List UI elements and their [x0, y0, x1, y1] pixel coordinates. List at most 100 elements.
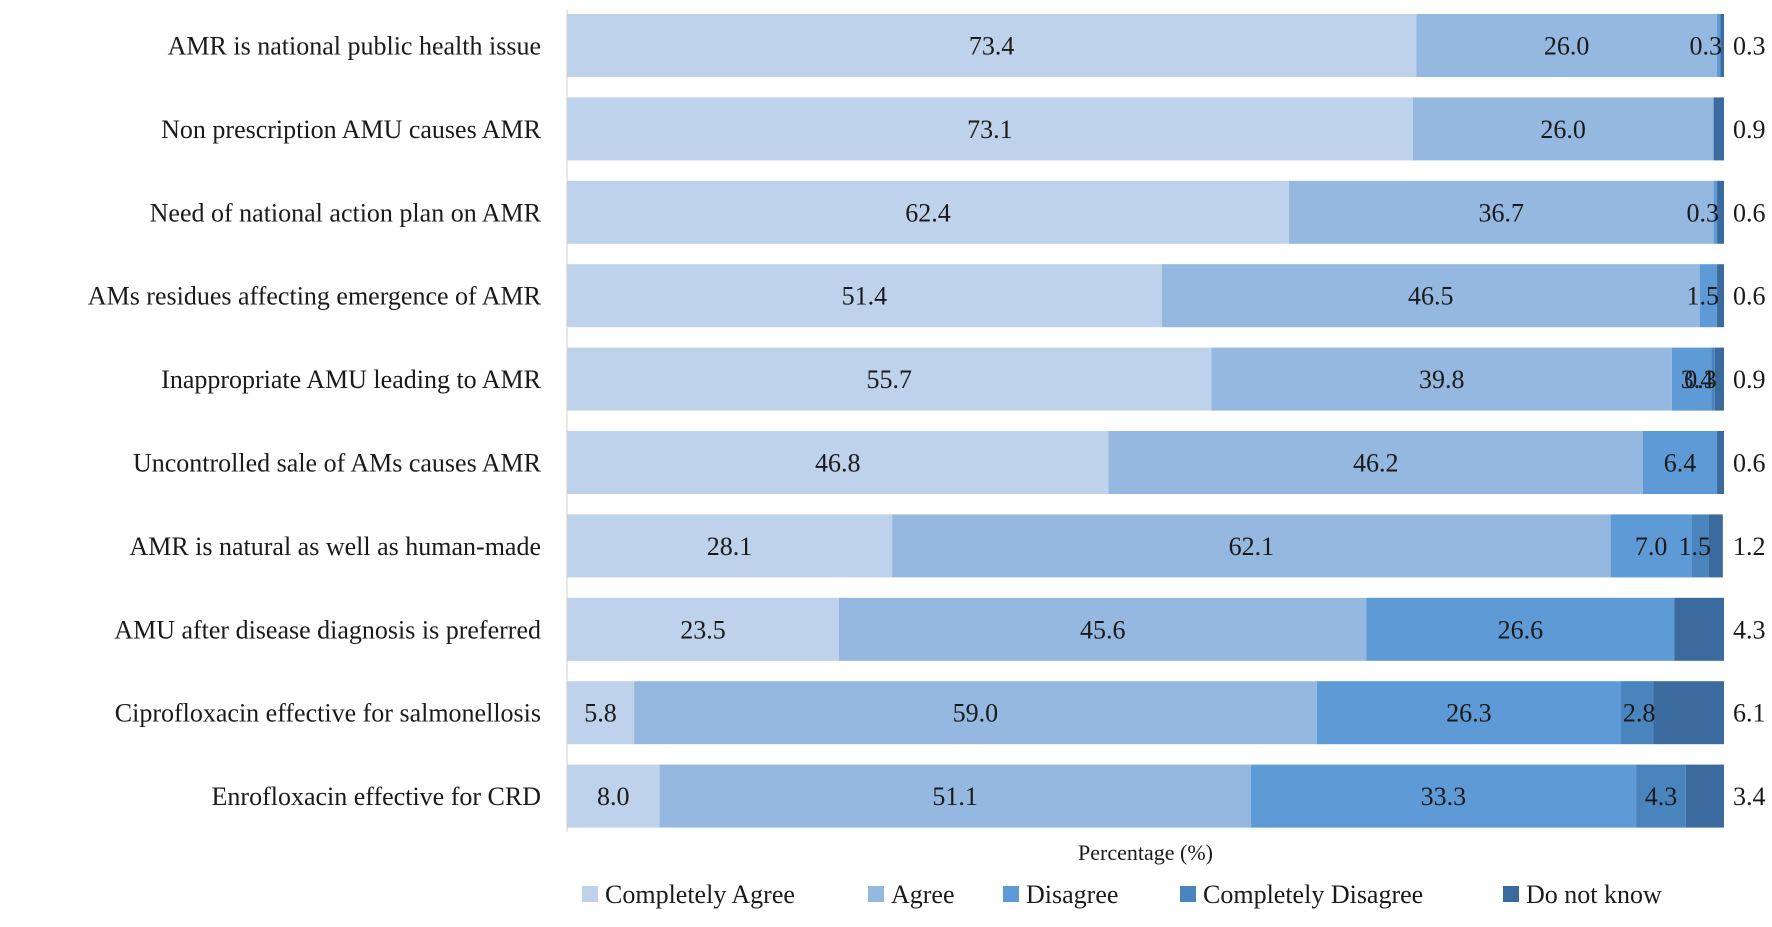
bar-segment	[567, 431, 1109, 494]
legend-swatch	[582, 886, 598, 902]
bar-segment	[1691, 514, 1709, 578]
category-label: Ciprofloxacin effective for salmonellosi…	[115, 699, 541, 728]
bar-segment	[567, 347, 1212, 411]
data-label: 46.2	[1353, 449, 1399, 478]
data-label: 39.8	[1419, 365, 1465, 394]
bar-segment	[1416, 14, 1718, 77]
bar-segment	[1720, 14, 1724, 77]
data-label: 46.5	[1408, 282, 1454, 311]
bar-segment	[1643, 431, 1718, 494]
category-label: AMR is national public health issue	[168, 32, 541, 61]
bar-segment	[1412, 97, 1714, 161]
category-label: AMR is natural as well as human-made	[129, 532, 541, 561]
legend-label: Disagree	[1026, 880, 1118, 909]
bar-segment	[1316, 681, 1622, 745]
data-label: 73.4	[969, 32, 1015, 61]
category-labels: AMR is national public health issue Non p…	[88, 32, 542, 812]
data-label: 0.6	[1733, 282, 1766, 311]
data-label: 8.0	[597, 782, 630, 811]
bar-segment	[634, 681, 1317, 745]
bar-segment	[567, 14, 1417, 77]
bar-segment	[1211, 347, 1672, 411]
data-label: 0.6	[1733, 198, 1766, 227]
x-axis-label: Percentage (%)	[1078, 840, 1213, 865]
data-label: 36.7	[1479, 198, 1525, 227]
bar-segment	[659, 764, 1251, 828]
bar-segment	[1717, 14, 1721, 77]
bar-segment	[567, 180, 1289, 244]
data-label: 46.8	[815, 449, 861, 478]
data-label: 62.4	[905, 198, 951, 227]
category-label: Enrofloxacin effective for CRD	[212, 782, 541, 811]
legend-label: Do not know	[1526, 880, 1662, 909]
bar-segment	[1674, 597, 1724, 661]
bar-segment	[1717, 180, 1724, 244]
data-label: 1.2	[1733, 532, 1766, 561]
data-label: 26.3	[1446, 699, 1492, 728]
data-label: 4.3	[1733, 615, 1766, 644]
data-label: 6.4	[1664, 449, 1697, 478]
category-label: Inappropriate AMU leading to AMR	[161, 365, 541, 394]
legend-label: Completely Agree	[605, 880, 795, 909]
legend-swatch	[1003, 886, 1019, 902]
bar-segment	[1610, 514, 1692, 578]
bar-segment	[1671, 347, 1712, 411]
bar-segment	[1366, 597, 1675, 661]
legend-label: Agree	[891, 880, 955, 909]
data-label: 73.1	[967, 115, 1013, 144]
category-label: Non prescription AMU causes AMR	[161, 115, 542, 144]
category-label: Need of national action plan on AMR	[150, 198, 542, 227]
data-label: 59.0	[953, 699, 999, 728]
bar-segment	[1699, 264, 1718, 328]
bar-segment	[567, 514, 893, 578]
data-label: 33.3	[1421, 782, 1467, 811]
legend-swatch	[1180, 886, 1196, 902]
bar-segment	[1717, 264, 1724, 328]
data-label: 6.1	[1733, 699, 1766, 728]
data-label: 23.5	[680, 615, 726, 644]
legend: Completely Agree Agree Disagree Completely …	[582, 880, 1662, 909]
legend-label: Completely Disagree	[1203, 880, 1423, 909]
legend-swatch	[868, 886, 884, 902]
data-label: 1.5	[1687, 282, 1720, 311]
data-label: 45.6	[1080, 615, 1126, 644]
bar-segment	[1713, 97, 1724, 161]
bar-segment	[567, 264, 1162, 328]
bar-segment	[1288, 180, 1714, 244]
data-labels: 73.4 26.0 0.3 0.3 73.1 26.0 0.9 62.4 36.7 0.3 0.6 5…	[584, 32, 1765, 812]
bar-segment	[1636, 764, 1686, 828]
bar-segment	[567, 764, 660, 828]
data-label: 4.3	[1645, 782, 1678, 811]
data-label: 7.0	[1635, 532, 1668, 561]
data-label: 0.3	[1684, 365, 1717, 394]
bar-segment	[1108, 431, 1644, 494]
data-label: 51.1	[932, 782, 978, 811]
data-label: 26.0	[1540, 115, 1586, 144]
data-label: 26.6	[1498, 615, 1544, 644]
data-label: 0.3	[1687, 198, 1720, 227]
bar-segment	[567, 597, 839, 661]
data-label: 3.4	[1681, 365, 1714, 394]
data-label: 5.8	[584, 699, 617, 728]
bar-segment	[1653, 681, 1724, 745]
data-label: 26.0	[1544, 32, 1590, 61]
legend-swatch	[1503, 886, 1519, 902]
bar-segment	[1714, 347, 1724, 411]
data-label: 3.4	[1733, 782, 1766, 811]
data-label: 0.9	[1733, 365, 1766, 394]
bar-segment	[1713, 180, 1718, 244]
bar-segment	[892, 514, 1611, 578]
bar-series	[567, 14, 1724, 828]
data-label: 28.1	[707, 532, 753, 561]
bar-segment	[1250, 764, 1637, 828]
bar-segment	[1711, 347, 1715, 411]
bar-segment	[1685, 764, 1724, 828]
data-label: 0.6	[1733, 449, 1766, 478]
category-label: AMs residues affecting emergence of AMR	[88, 282, 542, 311]
data-label: 0.3	[1690, 32, 1723, 61]
category-label: Uncontrolled sale of AMs causes AMR	[133, 449, 542, 478]
bar-segment	[567, 97, 1413, 161]
data-label: 0.9	[1733, 115, 1766, 144]
bar-segment	[1717, 431, 1724, 494]
